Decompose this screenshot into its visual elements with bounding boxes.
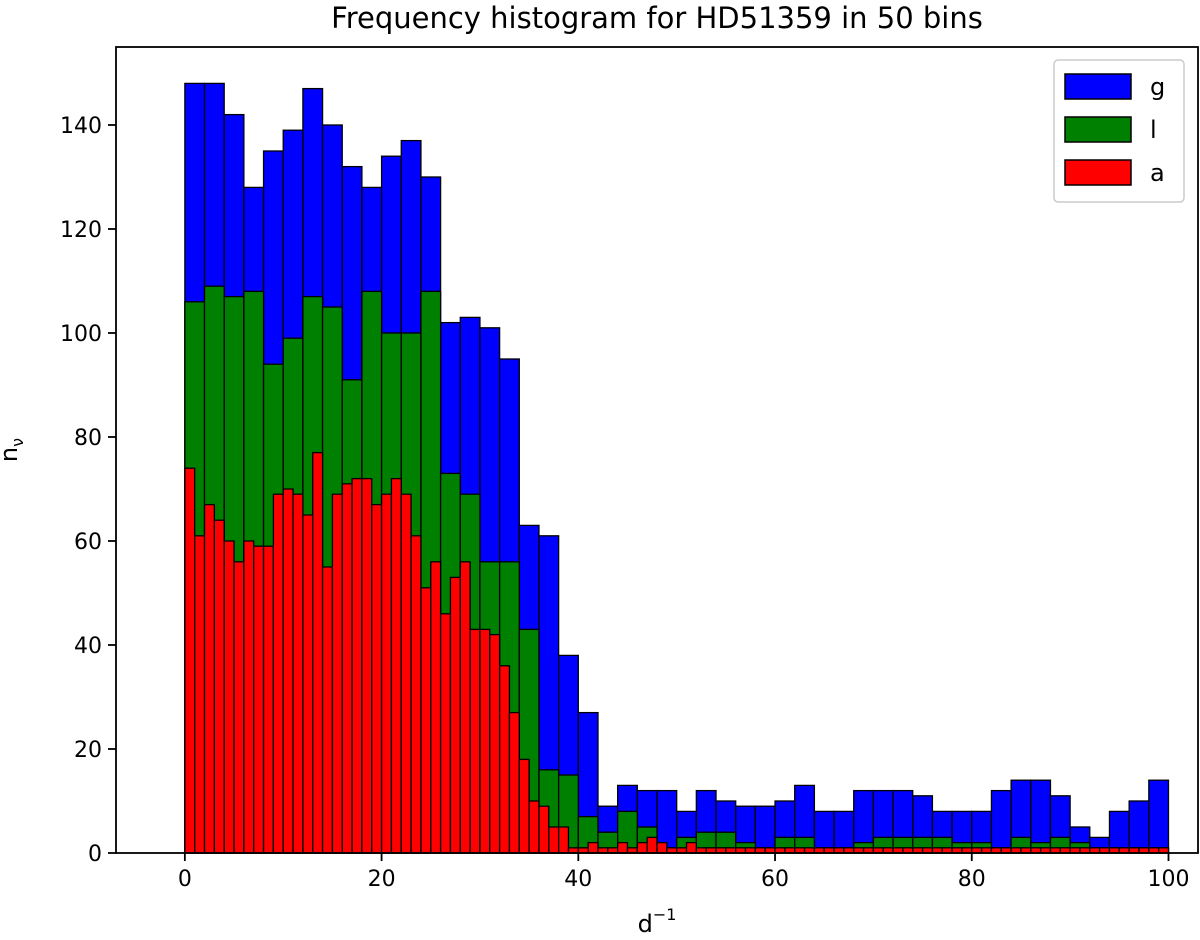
x-tick-label-100: 100 xyxy=(1147,867,1189,892)
chart-title: Frequency histogram for HD51359 in 50 bi… xyxy=(331,1,983,35)
bar-g-48 xyxy=(1128,800,1150,854)
bar-a-13 xyxy=(312,451,324,854)
bar-a-30 xyxy=(479,628,491,854)
bar-a-41 xyxy=(587,841,599,854)
bar-g-33 xyxy=(833,810,855,854)
bar-a-24 xyxy=(420,587,432,854)
bar-a-22 xyxy=(400,493,412,854)
bar-g-32 xyxy=(813,810,835,854)
bar-a-4 xyxy=(223,540,235,854)
y-tick-label-120: 120 xyxy=(60,218,102,243)
bar-a-21 xyxy=(390,477,402,854)
bar-g-47 xyxy=(1108,810,1130,854)
bar-a-17 xyxy=(351,477,363,854)
legend-label-g: g xyxy=(1150,73,1165,101)
series-a xyxy=(184,451,1170,854)
bar-a-15 xyxy=(331,493,343,854)
bar-a-38 xyxy=(557,826,570,854)
x-tick-label-0: 0 xyxy=(178,867,192,892)
bar-a-7 xyxy=(253,545,265,854)
bar-a-48 xyxy=(656,841,668,854)
plot-frame xyxy=(115,46,1199,854)
bar-a-27 xyxy=(449,576,461,854)
bar-a-37 xyxy=(548,826,560,854)
y-tick-label-100: 100 xyxy=(60,322,102,347)
legend-label-l: l xyxy=(1150,116,1157,144)
bar-a-33 xyxy=(508,711,520,854)
bar-g-41 xyxy=(990,789,1012,854)
bar-a-18 xyxy=(361,477,373,854)
bar-a-10 xyxy=(282,488,294,854)
bar-a-3 xyxy=(213,519,225,854)
bar-a-11 xyxy=(292,493,304,854)
bar-a-26 xyxy=(439,613,452,854)
y-axis-label-group: nν xyxy=(0,438,27,462)
y-axis-label-base: n xyxy=(0,447,23,462)
bar-a-16 xyxy=(341,483,353,854)
y-axis-label-subscript: ν xyxy=(8,438,27,447)
bars-layer xyxy=(184,82,1170,854)
x-tick-label-40: 40 xyxy=(564,867,592,892)
x-axis-label-superscript: −1 xyxy=(653,905,677,924)
x-axis-label: d−1 xyxy=(638,905,677,938)
x-axis-label-base: d xyxy=(638,910,653,938)
y-tick-label-0: 0 xyxy=(88,842,102,867)
bar-a-44 xyxy=(617,841,629,854)
legend-label-a: a xyxy=(1150,159,1165,187)
bar-a-29 xyxy=(469,628,481,854)
bar-a-0 xyxy=(184,467,196,854)
bar-a-36 xyxy=(538,805,550,854)
bar-a-8 xyxy=(262,545,275,854)
bar-a-9 xyxy=(272,493,284,854)
bar-a-12 xyxy=(302,514,314,854)
y-tick-label-40: 40 xyxy=(74,634,102,659)
legend: g l a xyxy=(1053,59,1185,203)
bar-a-14 xyxy=(321,566,334,854)
bar-a-47 xyxy=(646,836,658,854)
bar-a-1 xyxy=(194,535,206,854)
x-tick-label-80: 80 xyxy=(958,867,986,892)
bar-a-46 xyxy=(636,841,648,854)
x-tick-label-20: 20 xyxy=(368,867,396,892)
bar-a-31 xyxy=(489,633,501,854)
y-tick-label-140: 140 xyxy=(60,114,102,139)
bar-a-23 xyxy=(410,535,422,854)
y-axis-label: nν xyxy=(0,438,27,462)
y-tick-label-80: 80 xyxy=(74,426,102,451)
bar-a-19 xyxy=(371,503,383,854)
bar-a-20 xyxy=(380,493,393,854)
bar-a-6 xyxy=(243,540,255,854)
bar-a-32 xyxy=(498,665,511,854)
x-tick-label-60: 60 xyxy=(761,867,789,892)
legend-swatch-a xyxy=(1064,159,1132,186)
bar-a-2 xyxy=(203,503,216,854)
y-tick-label-20: 20 xyxy=(74,738,102,763)
bar-g-49 xyxy=(1148,779,1170,854)
bar-a-51 xyxy=(685,841,697,854)
bar-g-29 xyxy=(754,805,776,854)
legend-swatch-l xyxy=(1064,116,1132,143)
bar-a-5 xyxy=(233,561,245,854)
bar-a-34 xyxy=(518,758,530,854)
bar-a-35 xyxy=(528,800,540,854)
y-axis-ticks: 0 20 40 60 80 100 120 140 xyxy=(60,114,116,867)
legend-swatch-g xyxy=(1064,73,1132,100)
x-axis-ticks: 0 20 40 60 80 100 xyxy=(178,853,1189,892)
bar-a-28 xyxy=(459,561,471,854)
y-tick-label-60: 60 xyxy=(74,530,102,555)
bar-a-25 xyxy=(430,561,442,854)
